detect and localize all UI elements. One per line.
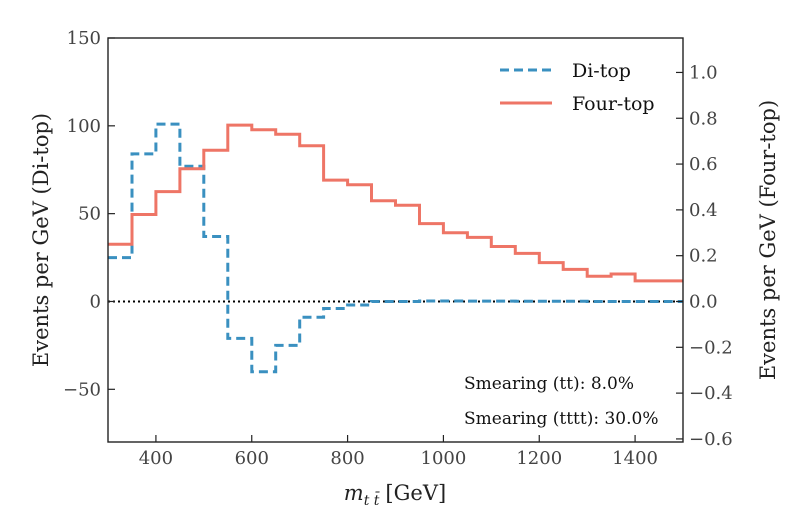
- y-right-tick-label: −0.4: [689, 383, 733, 404]
- y-left-tick-label: 150: [67, 28, 101, 49]
- y-axis-left: −50 0 50 100 150: [63, 28, 115, 400]
- annotation-smearing-tttt: Smearing (tttt): 30.0%: [464, 409, 659, 429]
- y-left-tick-label: −50: [63, 379, 101, 400]
- annotation-smearing-tt: Smearing (tt): 8.0%: [464, 374, 634, 394]
- x-tick-label: 1000: [421, 448, 467, 469]
- x-tick-label: 600: [235, 448, 269, 469]
- y-right-tick-label: 0.8: [689, 108, 718, 129]
- y-axis-right-title: Events per GeV (Four-top): [756, 100, 780, 380]
- x-axis-title-subscript: t t̄: [364, 491, 381, 509]
- series-group: [108, 122, 683, 374]
- y-right-tick-label: 0.4: [689, 200, 718, 221]
- plot-area: [108, 38, 683, 442]
- y-right-tick-label: −0.2: [689, 337, 733, 358]
- x-tick-label: 400: [139, 448, 173, 469]
- y-left-tick-label: 0: [90, 291, 101, 312]
- x-axis-title-unit: [GeV]: [385, 481, 446, 505]
- x-tick-label: 1400: [612, 448, 658, 469]
- legend-label-di-top: Di-top: [572, 60, 631, 82]
- x-axis-title-main: m: [344, 481, 364, 505]
- x-tick-label: 1200: [516, 448, 562, 469]
- series-line-di-top: [108, 122, 683, 374]
- y-right-tick-label: −0.6: [689, 429, 733, 450]
- x-tick-label: 800: [330, 448, 364, 469]
- series-line-four-top: [108, 123, 683, 283]
- legend-label-four-top: Four-top: [572, 93, 655, 115]
- y-right-tick-label: 0.6: [689, 154, 718, 175]
- y-right-tick-label: 1.0: [689, 62, 718, 83]
- y-axis-left-title: Events per GeV (Di-top): [29, 113, 53, 367]
- y-left-tick-label: 50: [78, 204, 101, 225]
- x-axis: 400 600 800 1000 1200 1400: [139, 435, 658, 469]
- y-axis-right: −0.6 −0.4 −0.2 0.0 0.2 0.4 0.6 0.8 1.0: [676, 62, 733, 450]
- plot-frame: [107, 37, 684, 443]
- y-right-tick-label: 0.2: [689, 246, 718, 267]
- y-right-tick-label: 0.0: [689, 292, 718, 313]
- legend: Di-top Four-top: [500, 60, 655, 115]
- y-left-tick-label: 100: [67, 116, 101, 137]
- x-axis-title: mt t̄ [GeV]: [344, 481, 446, 509]
